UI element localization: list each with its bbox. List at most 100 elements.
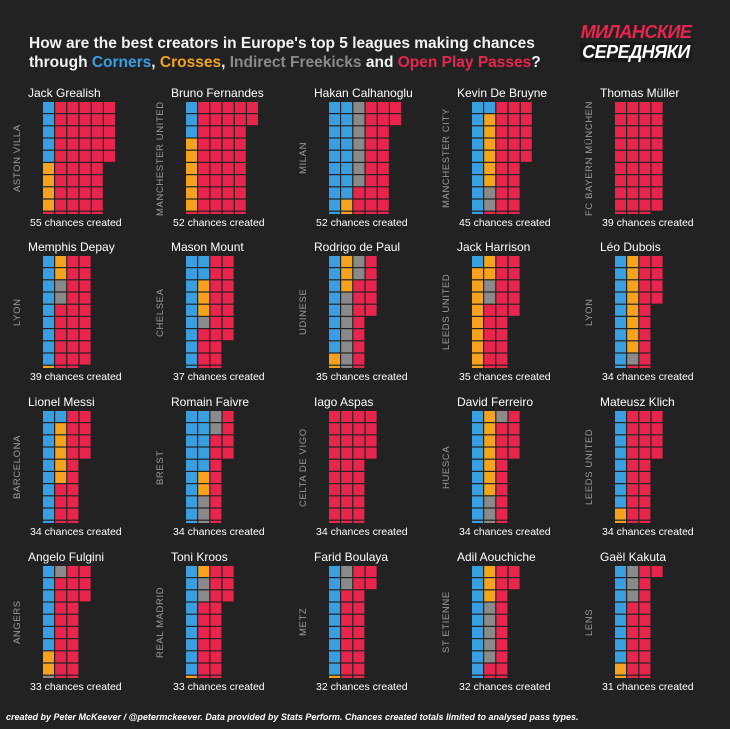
waffle-square-corner	[615, 627, 626, 638]
waffle-square-open-play	[508, 199, 520, 211]
waffle-square-corner	[186, 614, 197, 626]
waffle-square-open-play	[79, 341, 91, 353]
waffle-square-cross	[341, 211, 353, 214]
waffle-square-freekick	[341, 341, 353, 353]
waffle-square-open-play	[198, 614, 210, 626]
waffle-square-corner	[43, 317, 54, 328]
waffle-square-open-play	[651, 447, 663, 459]
waffle-chart	[329, 256, 449, 368]
waffle-square-open-play	[353, 566, 365, 577]
waffle-square-open-play	[222, 435, 234, 447]
waffle-square-corner	[472, 435, 483, 447]
waffle-square-corner	[615, 304, 626, 316]
waffle-square-corner	[329, 627, 340, 638]
waffle-square-open-play	[365, 187, 377, 199]
player-name: David Ferreiro	[457, 395, 534, 409]
waffle-square-corner	[186, 268, 197, 280]
waffle-square-open-play	[353, 578, 365, 590]
player-name: Kevin De Bruyne	[457, 86, 548, 100]
waffle-square-freekick	[341, 353, 353, 365]
waffle-square-cross	[484, 590, 496, 602]
waffle-square-open-play	[639, 138, 651, 150]
waffle-square-open-play	[55, 102, 67, 113]
waffle-square-open-play	[222, 329, 234, 341]
waffle-square-corner	[329, 304, 340, 316]
waffle-square-open-play	[627, 627, 639, 638]
waffle-square-open-play	[365, 199, 377, 211]
waffle-square-cross	[472, 317, 483, 328]
title-sep2: ,	[221, 54, 230, 71]
waffle-square-corner	[186, 663, 197, 675]
waffle-square-open-play	[496, 365, 508, 368]
waffle-square-open-play	[198, 341, 210, 353]
player-panel: Rodrigo de Paul UDINESE 35 chances created	[298, 240, 457, 390]
waffle-square-freekick	[198, 496, 210, 508]
waffle-square-freekick	[627, 578, 639, 590]
waffle-square-corner	[472, 663, 483, 675]
waffle-square-corner	[329, 292, 340, 304]
waffle-square-corner	[43, 435, 54, 447]
waffle-square-open-play	[55, 365, 67, 368]
waffle-square-open-play	[353, 627, 365, 638]
waffle-square-open-play	[222, 578, 234, 590]
waffle-square-open-play	[198, 199, 210, 211]
chances-created-label: 35 chances created	[459, 371, 551, 383]
waffle-square-open-play	[67, 187, 79, 199]
waffle-square-open-play	[222, 411, 234, 422]
waffle-square-cross	[484, 447, 496, 459]
player-name: Angelo Fulgini	[28, 550, 105, 564]
title-qmark: ?	[531, 54, 541, 71]
waffle-square-open-play	[639, 211, 651, 214]
waffle-square-open-play	[341, 602, 353, 614]
waffle-square-cross	[43, 163, 54, 174]
waffle-square-open-play	[639, 341, 651, 353]
waffle-square-corner	[43, 484, 54, 496]
waffle-square-corner	[472, 614, 483, 626]
waffle-square-cross	[627, 317, 639, 328]
chances-created-label: 34 chances created	[459, 526, 551, 538]
chances-created-label: 32 chances created	[459, 681, 551, 693]
waffle-square-cross	[627, 341, 639, 353]
waffle-square-open-play	[198, 102, 210, 113]
waffle-square-corner	[43, 150, 54, 162]
waffle-square-open-play	[91, 102, 103, 113]
waffle-chart	[186, 566, 306, 678]
waffle-square-freekick	[353, 256, 365, 267]
waffle-square-open-play	[329, 484, 340, 496]
waffle-square-corner	[615, 447, 626, 459]
waffle-square-open-play	[496, 447, 508, 459]
waffle-square-corner	[472, 114, 483, 126]
waffle-square-open-play	[234, 114, 246, 126]
waffle-square-open-play	[198, 663, 210, 675]
waffle-square-open-play	[627, 175, 639, 187]
waffle-chart	[43, 102, 163, 214]
waffle-square-freekick	[55, 566, 67, 577]
waffle-square-corner	[472, 199, 483, 211]
waffle-square-open-play	[210, 675, 222, 678]
waffle-square-open-play	[627, 423, 639, 435]
waffle-square-open-play	[198, 187, 210, 199]
chances-created-label: 45 chances created	[459, 217, 551, 229]
waffle-square-corner	[43, 520, 54, 523]
waffle-square-open-play	[639, 317, 651, 328]
waffle-square-open-play	[651, 150, 663, 162]
waffle-square-open-play	[79, 280, 91, 292]
waffle-square-open-play	[210, 102, 222, 113]
waffle-square-open-play	[508, 163, 520, 174]
waffle-square-open-play	[627, 102, 639, 113]
waffle-square-open-play	[520, 126, 532, 138]
waffle-square-open-play	[91, 150, 103, 162]
player-panel: Mateusz Klich LEEDS UNITED 34 chances crea…	[584, 395, 730, 545]
waffle-square-open-play	[365, 304, 377, 316]
waffle-square-open-play	[341, 484, 353, 496]
waffle-square-corner	[329, 578, 340, 590]
waffle-square-open-play	[210, 341, 222, 353]
waffle-square-open-play	[67, 472, 79, 483]
waffle-square-corner	[472, 411, 483, 422]
waffle-square-open-play	[365, 578, 377, 590]
waffle-square-open-play	[210, 199, 222, 211]
waffle-square-open-play	[496, 102, 508, 113]
waffle-square-corner	[329, 211, 340, 214]
waffle-square-cross	[484, 256, 496, 267]
waffle-square-open-play	[79, 447, 91, 459]
